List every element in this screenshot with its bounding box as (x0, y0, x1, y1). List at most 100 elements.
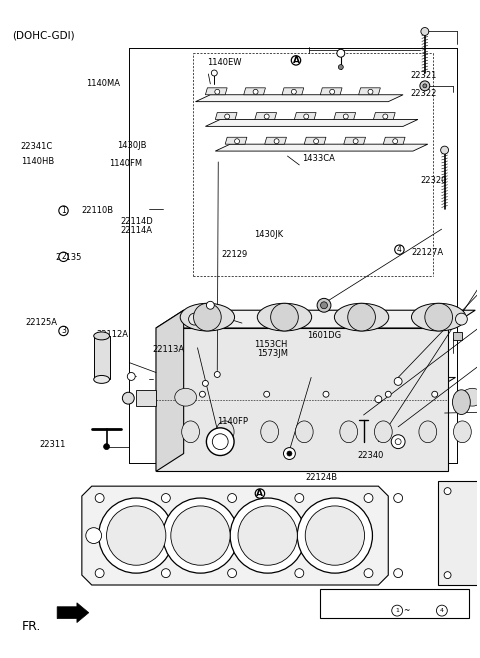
Circle shape (95, 494, 104, 503)
Polygon shape (359, 88, 380, 95)
Polygon shape (244, 88, 265, 95)
Text: FR.: FR. (22, 620, 41, 634)
Circle shape (253, 89, 258, 94)
Text: 4: 4 (440, 608, 444, 613)
Circle shape (423, 84, 427, 88)
Text: 1573JM: 1573JM (258, 349, 288, 358)
Circle shape (385, 392, 391, 397)
Circle shape (228, 569, 237, 578)
Circle shape (214, 372, 220, 378)
Ellipse shape (261, 421, 278, 443)
Polygon shape (225, 138, 247, 144)
Circle shape (291, 89, 296, 94)
Polygon shape (173, 378, 192, 407)
Polygon shape (195, 95, 403, 102)
Polygon shape (156, 310, 184, 471)
Circle shape (271, 303, 298, 331)
Circle shape (395, 245, 404, 255)
Text: 1430JK: 1430JK (254, 230, 283, 240)
Polygon shape (156, 328, 447, 471)
Polygon shape (320, 88, 342, 95)
Circle shape (421, 28, 429, 36)
Circle shape (441, 146, 448, 154)
Polygon shape (344, 138, 366, 144)
Circle shape (337, 49, 345, 57)
Circle shape (393, 139, 397, 143)
Circle shape (297, 498, 372, 573)
Circle shape (211, 70, 217, 76)
Ellipse shape (374, 421, 392, 443)
Circle shape (255, 489, 264, 498)
Circle shape (238, 506, 297, 565)
Circle shape (225, 114, 229, 119)
Polygon shape (82, 486, 388, 585)
Text: 1: 1 (395, 608, 399, 613)
Text: 3: 3 (61, 326, 66, 336)
Text: 1430JB: 1430JB (117, 141, 146, 150)
Circle shape (95, 569, 104, 578)
Text: 1140HB: 1140HB (21, 157, 54, 166)
Text: 22112A: 22112A (96, 330, 129, 339)
Circle shape (436, 605, 447, 616)
Circle shape (394, 494, 403, 503)
Circle shape (383, 114, 388, 119)
Circle shape (432, 392, 438, 397)
Circle shape (392, 605, 403, 616)
Text: THE NO. 22100 :: THE NO. 22100 : (326, 605, 389, 615)
Circle shape (284, 447, 295, 459)
Polygon shape (205, 120, 418, 126)
Circle shape (323, 392, 329, 397)
Text: (DOHC-GDI): (DOHC-GDI) (12, 30, 75, 40)
Ellipse shape (257, 303, 312, 331)
Circle shape (444, 488, 451, 495)
Circle shape (264, 392, 270, 397)
Circle shape (171, 506, 230, 565)
Text: 22135: 22135 (55, 253, 81, 262)
Text: 22110B: 22110B (81, 206, 113, 215)
Text: 22321: 22321 (411, 71, 437, 80)
Circle shape (104, 443, 109, 449)
Text: 1140FM: 1140FM (109, 159, 143, 168)
Circle shape (425, 303, 453, 331)
Circle shape (317, 298, 331, 312)
Circle shape (368, 89, 373, 94)
Ellipse shape (295, 421, 313, 443)
Circle shape (395, 439, 401, 445)
Circle shape (305, 506, 364, 565)
Text: NOTE: NOTE (331, 594, 357, 603)
Circle shape (161, 494, 170, 503)
Text: 22320: 22320 (420, 176, 447, 185)
Ellipse shape (175, 388, 196, 406)
Circle shape (291, 56, 300, 65)
Circle shape (295, 569, 304, 578)
Ellipse shape (180, 303, 235, 331)
Circle shape (391, 435, 405, 449)
Circle shape (287, 451, 292, 456)
Circle shape (228, 494, 237, 503)
Text: 1601DG: 1601DG (307, 331, 341, 340)
Polygon shape (136, 390, 156, 406)
Text: A: A (292, 56, 300, 65)
Circle shape (99, 498, 174, 573)
Polygon shape (156, 310, 475, 328)
Polygon shape (453, 332, 462, 340)
Polygon shape (384, 138, 405, 144)
Ellipse shape (461, 388, 480, 406)
Circle shape (206, 428, 234, 455)
Circle shape (122, 392, 134, 404)
Circle shape (203, 380, 208, 386)
Text: 22125A: 22125A (25, 318, 58, 327)
Text: 1433CA: 1433CA (301, 154, 335, 163)
Circle shape (364, 569, 373, 578)
Circle shape (343, 114, 348, 119)
Circle shape (295, 494, 304, 503)
Circle shape (394, 378, 402, 386)
Text: 1140EW: 1140EW (207, 58, 241, 67)
Circle shape (206, 301, 214, 309)
Polygon shape (334, 113, 356, 120)
Text: 22113A: 22113A (153, 345, 185, 354)
Text: A: A (256, 489, 264, 498)
Circle shape (444, 572, 451, 578)
Circle shape (230, 498, 305, 573)
Ellipse shape (335, 303, 389, 331)
